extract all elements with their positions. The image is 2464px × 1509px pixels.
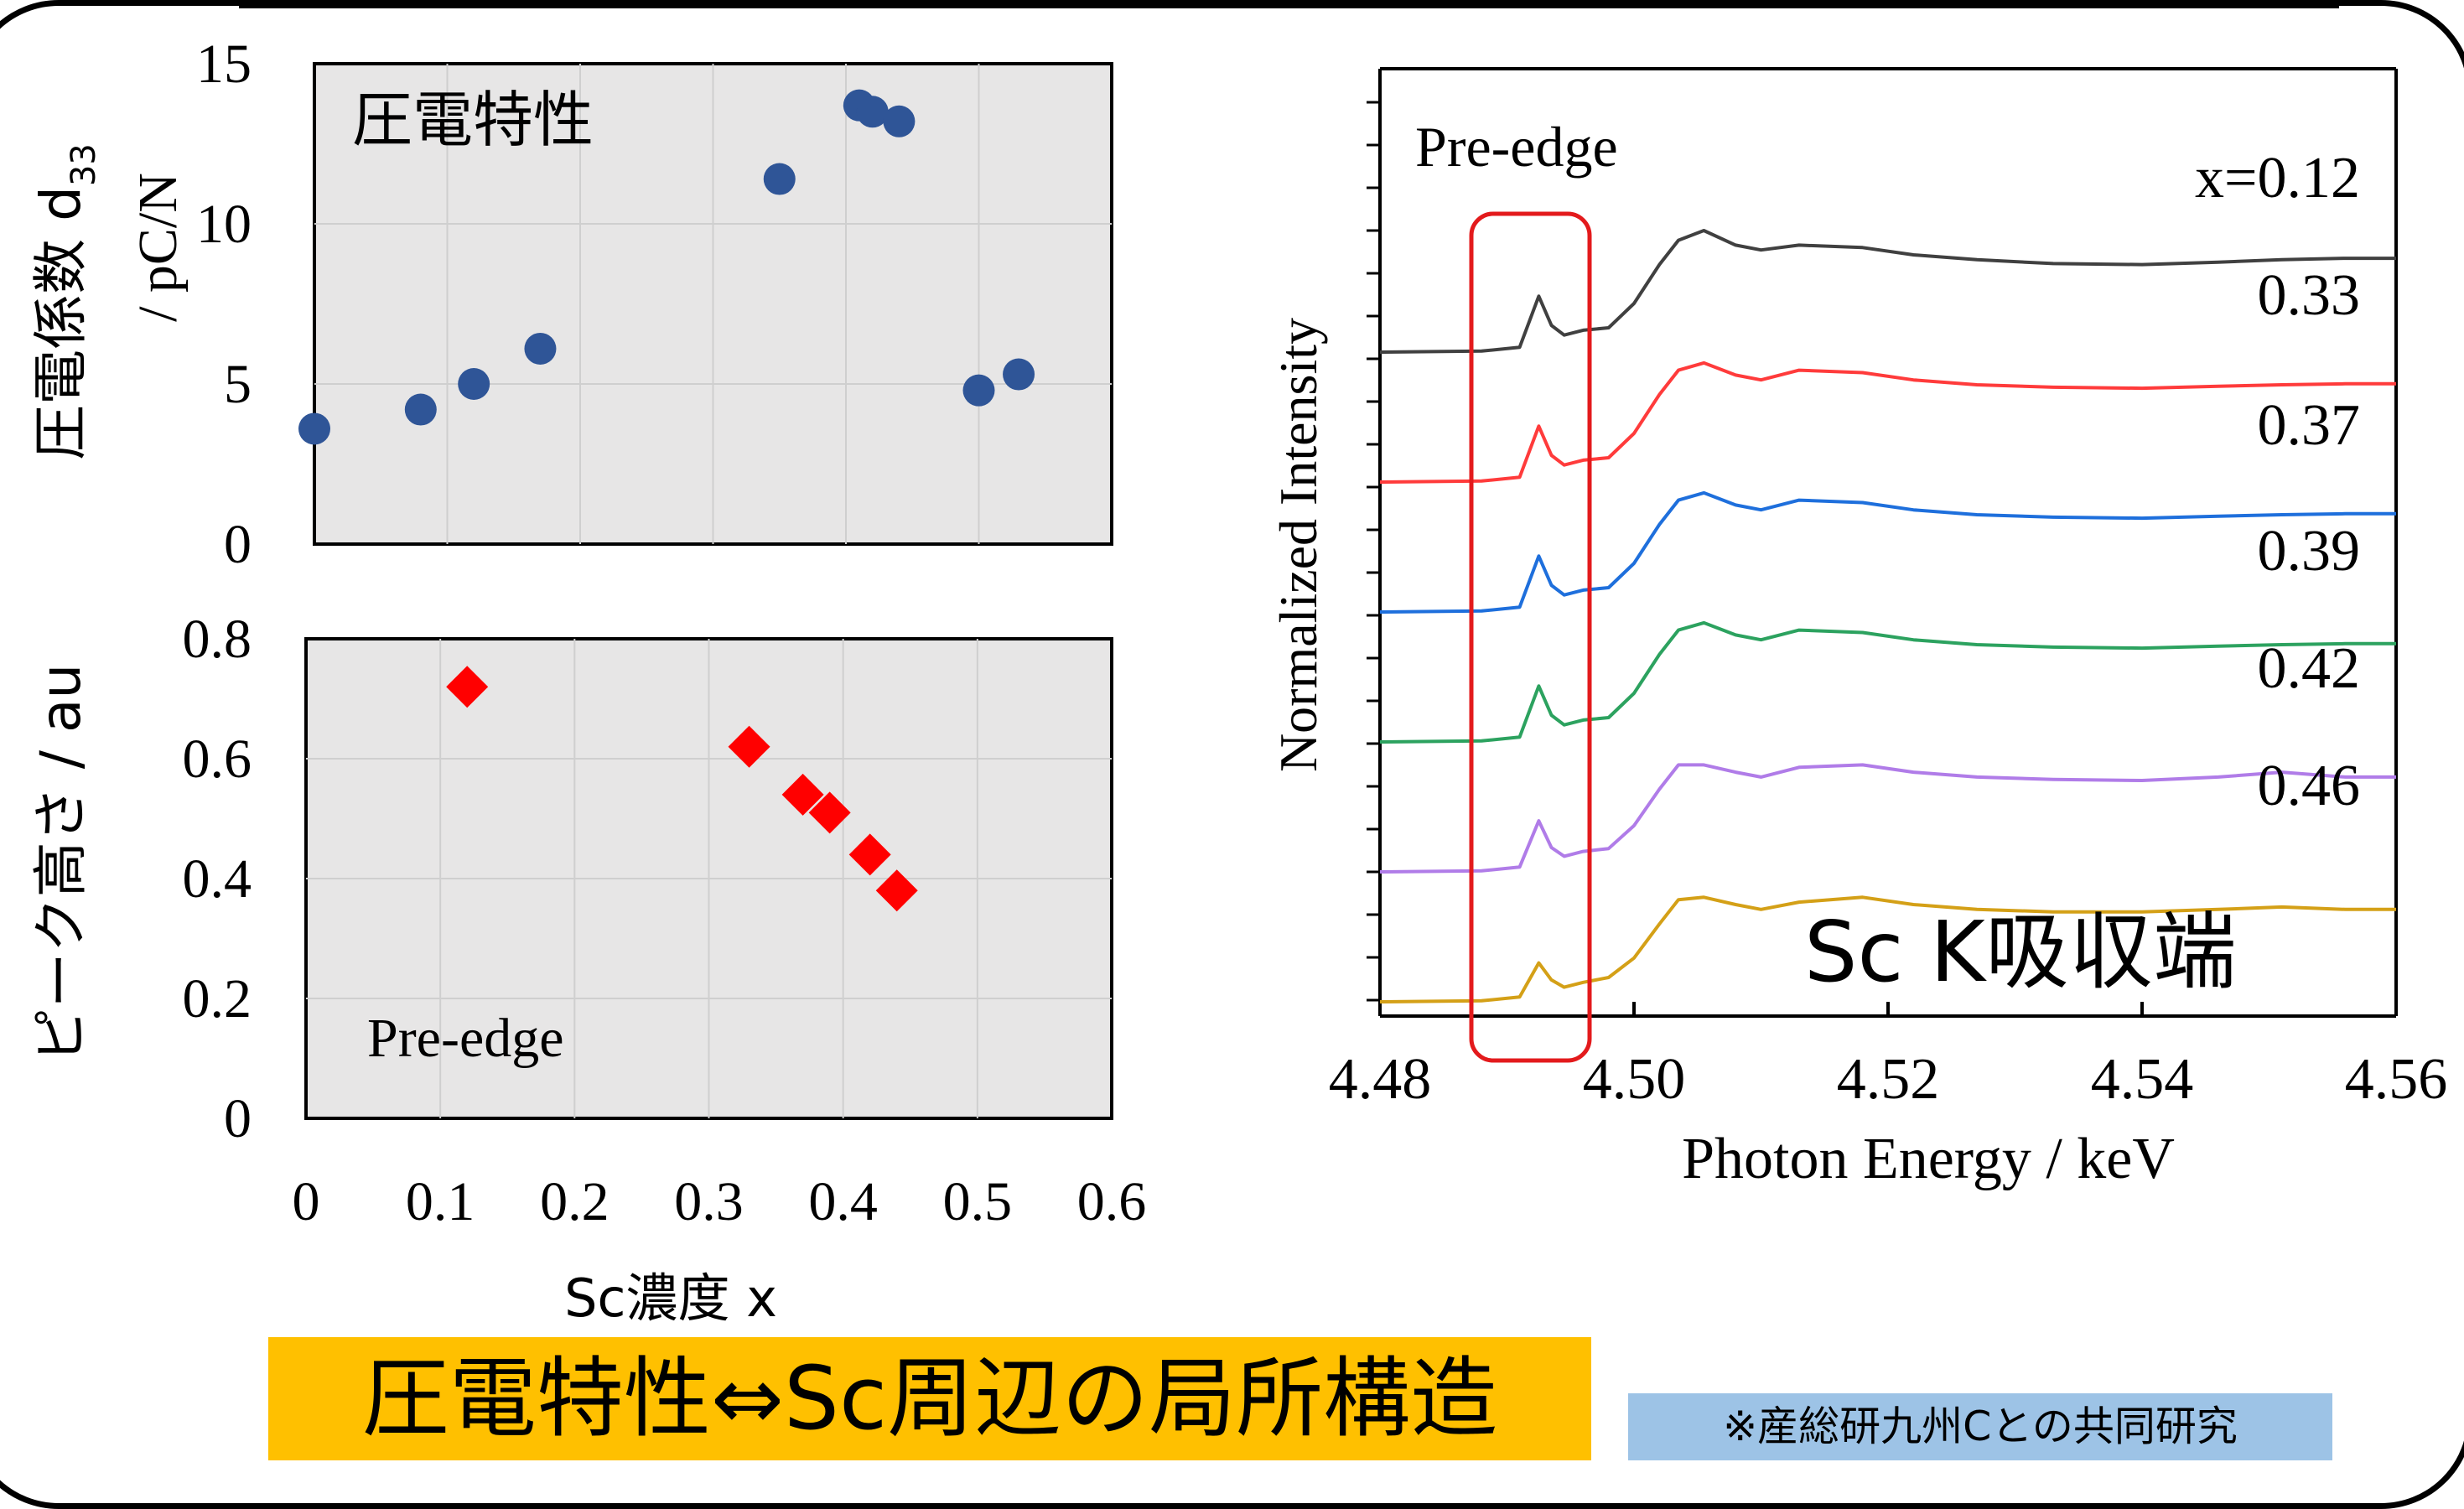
chart-figure: 0 5 10 15 圧電特性 圧電係数 d33 / pC/N 0 0.2 0.4 0.6 0.… bbox=[29, 34, 2448, 1329]
xtick-label: 0.1 bbox=[406, 1171, 475, 1232]
ytick-label: 5 bbox=[224, 354, 252, 415]
series-label: 0.33 bbox=[2258, 263, 2361, 328]
series-line bbox=[1379, 620, 2396, 744]
data-point bbox=[883, 105, 916, 137]
chart-title-xanes: Sc K吸収端 bbox=[1804, 903, 2237, 1001]
yticks-peak: 0 0.2 0.4 0.6 0.8 bbox=[183, 609, 252, 1149]
annotation-pre-edge: Pre-edge bbox=[1415, 115, 1618, 179]
points-piezo bbox=[298, 89, 1035, 445]
data-point bbox=[524, 332, 557, 365]
ylabel-piezo: 圧電係数 d33 bbox=[29, 143, 103, 460]
data-point-diamond bbox=[446, 666, 489, 708]
ytick-label: 0 bbox=[224, 1088, 252, 1149]
xtick-label: 0 bbox=[293, 1171, 320, 1232]
data-point bbox=[856, 96, 889, 128]
xtick-label: 0.2 bbox=[540, 1171, 610, 1232]
ytick-label: 0.8 bbox=[183, 609, 252, 670]
series-lines bbox=[1379, 229, 2396, 1003]
data-point bbox=[298, 412, 330, 445]
inner-label-peak: Pre-edge bbox=[367, 1008, 564, 1069]
summary-banner: 圧電特性⇔Sc周辺の局所構造 bbox=[268, 1337, 1591, 1460]
ytick-label: 10 bbox=[196, 194, 252, 255]
chart-peak: 0 0.2 0.4 0.6 0.8 0 0.1 0.2 0.3 0.4 0.5 0.6 Pre-ed… bbox=[29, 609, 1146, 1329]
ylabel-xanes: Normalized Intensity bbox=[1268, 318, 1328, 772]
xticks-xanes: 4.48 4.50 4.52 4.54 4.56 bbox=[1329, 1002, 2448, 1112]
data-point bbox=[404, 393, 437, 426]
data-point-diamond bbox=[875, 869, 918, 912]
ylabel-piezo-unit: / pC/N bbox=[127, 173, 189, 322]
series-label: 0.39 bbox=[2258, 519, 2361, 583]
data-point-diamond bbox=[728, 725, 770, 768]
ytick-label: 0.6 bbox=[183, 729, 252, 790]
xtick-label: 0.4 bbox=[808, 1171, 878, 1232]
series-label: 0.46 bbox=[2258, 754, 2361, 818]
data-point bbox=[458, 368, 490, 400]
xticks-peak: 0 0.1 0.2 0.3 0.4 0.5 0.6 bbox=[293, 1171, 1147, 1232]
series-line bbox=[1379, 895, 2396, 1003]
series-label: 0.37 bbox=[2258, 393, 2361, 458]
series-label: x=0.12 bbox=[2195, 146, 2360, 210]
grid-peak bbox=[306, 639, 1112, 1118]
xtick-label: 4.48 bbox=[1329, 1047, 1432, 1112]
series-labels: x=0.12 0.33 0.37 0.39 0.42 0.46 bbox=[2195, 146, 2360, 818]
ytick-label: 0 bbox=[224, 514, 252, 575]
xtick-label: 0.5 bbox=[943, 1171, 1013, 1232]
ytick-label: 0.4 bbox=[183, 848, 252, 910]
collaboration-note: ※産総研九州Cとの共同研究 bbox=[1628, 1393, 2332, 1460]
points-peak bbox=[446, 666, 918, 912]
series-label: 0.42 bbox=[2258, 636, 2361, 701]
inner-label-piezo: 圧電特性 bbox=[352, 85, 594, 155]
series-line bbox=[1379, 360, 2396, 484]
series-line bbox=[1379, 490, 2396, 614]
xtick-label: 4.50 bbox=[1583, 1047, 1686, 1112]
ytick-label: 0.2 bbox=[183, 968, 252, 1029]
xtick-label: 0.6 bbox=[1077, 1171, 1147, 1232]
yaxis-minor-ticks bbox=[1367, 101, 1380, 1002]
data-point-diamond bbox=[781, 773, 824, 816]
ylabel-peak: ピーク高さ / au bbox=[29, 664, 93, 1063]
data-point-diamond bbox=[848, 833, 891, 876]
top-bar bbox=[239, 0, 2339, 8]
ytick-label: 15 bbox=[196, 34, 252, 95]
series-line bbox=[1379, 229, 2396, 354]
chart-xanes: 4.48 4.50 4.52 4.54 4.56 x=0.12 0.33 0.37 0.39 0… bbox=[1268, 67, 2448, 1191]
yticks-piezo: 0 5 10 15 bbox=[196, 34, 252, 575]
pre-edge-highlight bbox=[1469, 211, 1592, 1063]
xtick-label: 4.52 bbox=[1837, 1047, 1940, 1112]
xtick-label: 4.56 bbox=[2345, 1047, 2448, 1112]
xlabel-peak: Sc濃度 x bbox=[564, 1268, 777, 1329]
xtick-label: 4.54 bbox=[2091, 1047, 2194, 1112]
data-point-diamond bbox=[808, 791, 851, 834]
xlabel-xanes: Photon Energy / keV bbox=[1682, 1127, 2175, 1191]
xtick-label: 0.3 bbox=[674, 1171, 744, 1232]
series-line bbox=[1379, 763, 2396, 874]
chart-piezo: 0 5 10 15 圧電特性 圧電係数 d33 / pC/N bbox=[29, 34, 1113, 575]
data-point bbox=[763, 163, 796, 195]
data-point bbox=[962, 374, 995, 407]
data-point bbox=[1003, 358, 1035, 391]
